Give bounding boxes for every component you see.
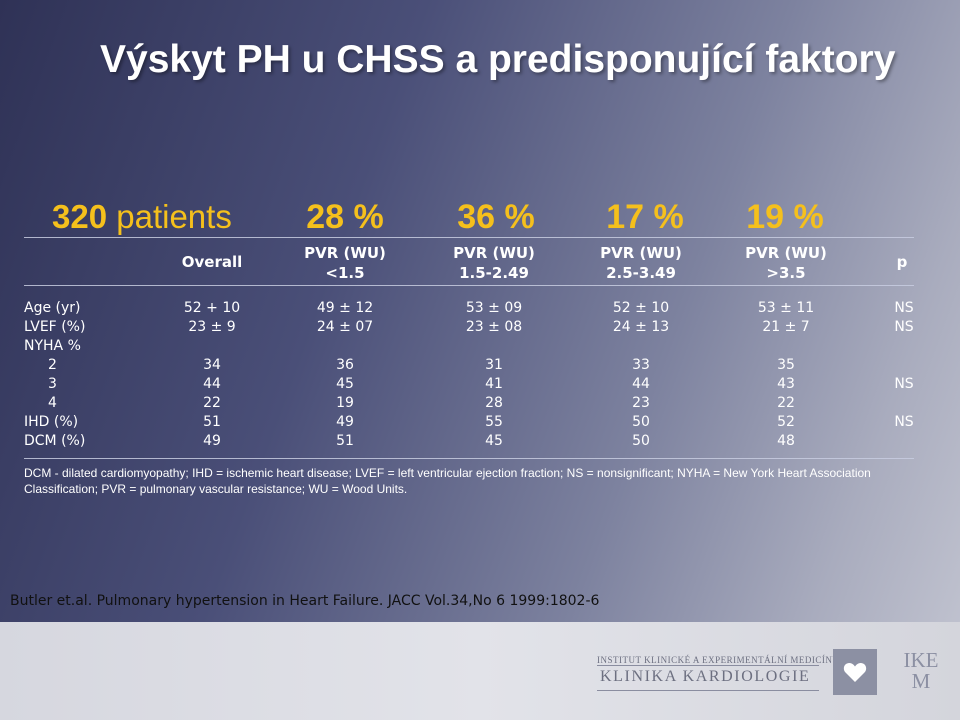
footnote: DCM - dilated cardiomyopathy; IHD = isch…: [24, 466, 871, 496]
table-cell: 21 ± 7: [762, 319, 810, 335]
table-cell: 19: [336, 395, 354, 411]
row-label: 2: [48, 357, 57, 373]
table-cell: 51: [203, 414, 221, 430]
clinic-name: KLINIKA KARDIOLOGIE: [600, 668, 811, 685]
row-label: 4: [48, 395, 57, 411]
row-label: NYHA %: [24, 338, 81, 354]
institute-name: INSTITUT KLINICKÉ A EXPERIMENTÁLNÍ MEDIC…: [597, 655, 840, 665]
table-cell: 44: [632, 376, 650, 392]
header-group-line2: 1.5-2.49: [459, 264, 529, 282]
patients-number: 320: [52, 198, 108, 235]
group-percentage: 19 %: [746, 198, 824, 236]
table-cell: 43: [777, 376, 795, 392]
group-percentage: 17 %: [606, 198, 684, 236]
table-cell: 45: [336, 376, 354, 392]
table-cell: 49: [336, 414, 354, 430]
heart-icon: [833, 649, 877, 695]
p-value-cell: NS: [894, 319, 914, 335]
table-cell: 53 ± 09: [465, 300, 523, 316]
table-cell: 49 ± 12: [316, 300, 374, 316]
table-cell: 23 ± 08: [465, 319, 523, 335]
table-cell: 50: [632, 414, 650, 430]
row-label: 3: [48, 376, 57, 392]
table-cell: 22: [777, 395, 795, 411]
header-group-line2: <1.5: [325, 264, 365, 282]
table-cell: 33: [632, 357, 650, 373]
header-group-line1: PVR (WU): [600, 244, 682, 262]
table-cell: 41: [485, 376, 503, 392]
header-group-line1: PVR (WU): [745, 244, 827, 262]
table-cell: 52: [777, 414, 795, 430]
table-cell: 48: [777, 433, 795, 449]
group-percentage: 28 %: [306, 198, 384, 236]
footer-band: [0, 622, 960, 720]
table-cell: 28: [485, 395, 503, 411]
patients-count: 320 patients: [52, 198, 232, 236]
table-cell: 24 ± 13: [612, 319, 670, 335]
row-label: DCM (%): [24, 433, 86, 449]
table-cell: 22: [203, 395, 221, 411]
table-cell: 52 + 10: [183, 300, 241, 316]
reference-citation: Butler et.al. Pulmonary hypertension in …: [10, 593, 600, 609]
table-cell: 45: [485, 433, 503, 449]
header-group: PVR (WU) >3.5: [745, 243, 827, 283]
header-group: PVR (WU) 1.5-2.49: [453, 243, 535, 283]
header-group-line1: PVR (WU): [304, 244, 386, 262]
table-cell: 36: [336, 357, 354, 373]
table-cell: 50: [632, 433, 650, 449]
table-cell: 31: [485, 357, 503, 373]
header-p: p: [896, 253, 908, 271]
group-percentage: 36 %: [457, 198, 535, 236]
table-bottom-rule: [24, 458, 914, 459]
header-bottom-rule: [24, 285, 914, 286]
p-value-cell: NS: [894, 376, 914, 392]
header-group-line1: PVR (WU): [453, 244, 535, 262]
slide-background: Výskyt PH u CHSS a predisponující faktor…: [24, 38, 914, 496]
table-top-rule: [24, 237, 914, 238]
table-cell: 34: [203, 357, 221, 373]
table-cell: 55: [485, 414, 503, 430]
row-label: LVEF (%): [24, 319, 86, 335]
table-cell: 23: [632, 395, 650, 411]
table-cell: 35: [777, 357, 795, 373]
table-cell: 52 ± 10: [612, 300, 670, 316]
table-cell: 51: [336, 433, 354, 449]
table-cell: 24 ± 07: [316, 319, 374, 335]
table-cell: 23 ± 9: [188, 319, 236, 335]
p-value-cell: NS: [894, 414, 914, 430]
table-cell: 49: [203, 433, 221, 449]
patients-label: patients: [116, 198, 232, 235]
header-group: PVR (WU) <1.5: [304, 243, 386, 283]
ikem-logo: IKE M: [891, 650, 951, 692]
header-group-line2: >3.5: [766, 264, 806, 282]
table-cell: 44: [203, 376, 221, 392]
institute-rule: [597, 665, 819, 666]
header-group-line2: 2.5-3.49: [606, 264, 676, 282]
header-overall: Overall: [181, 253, 243, 271]
row-label: Age (yr): [24, 300, 81, 316]
slide-title: Výskyt PH u CHSS a predisponující faktor…: [100, 38, 896, 81]
table-cell: 53 ± 11: [757, 300, 815, 316]
institute-rule: [597, 690, 819, 691]
header-group: PVR (WU) 2.5-3.49: [600, 243, 682, 283]
row-label: IHD (%): [24, 414, 79, 430]
ikem-logo-line2: M: [911, 669, 931, 693]
ikem-logo-line1: IKE: [903, 648, 939, 672]
p-value-cell: NS: [894, 300, 914, 316]
